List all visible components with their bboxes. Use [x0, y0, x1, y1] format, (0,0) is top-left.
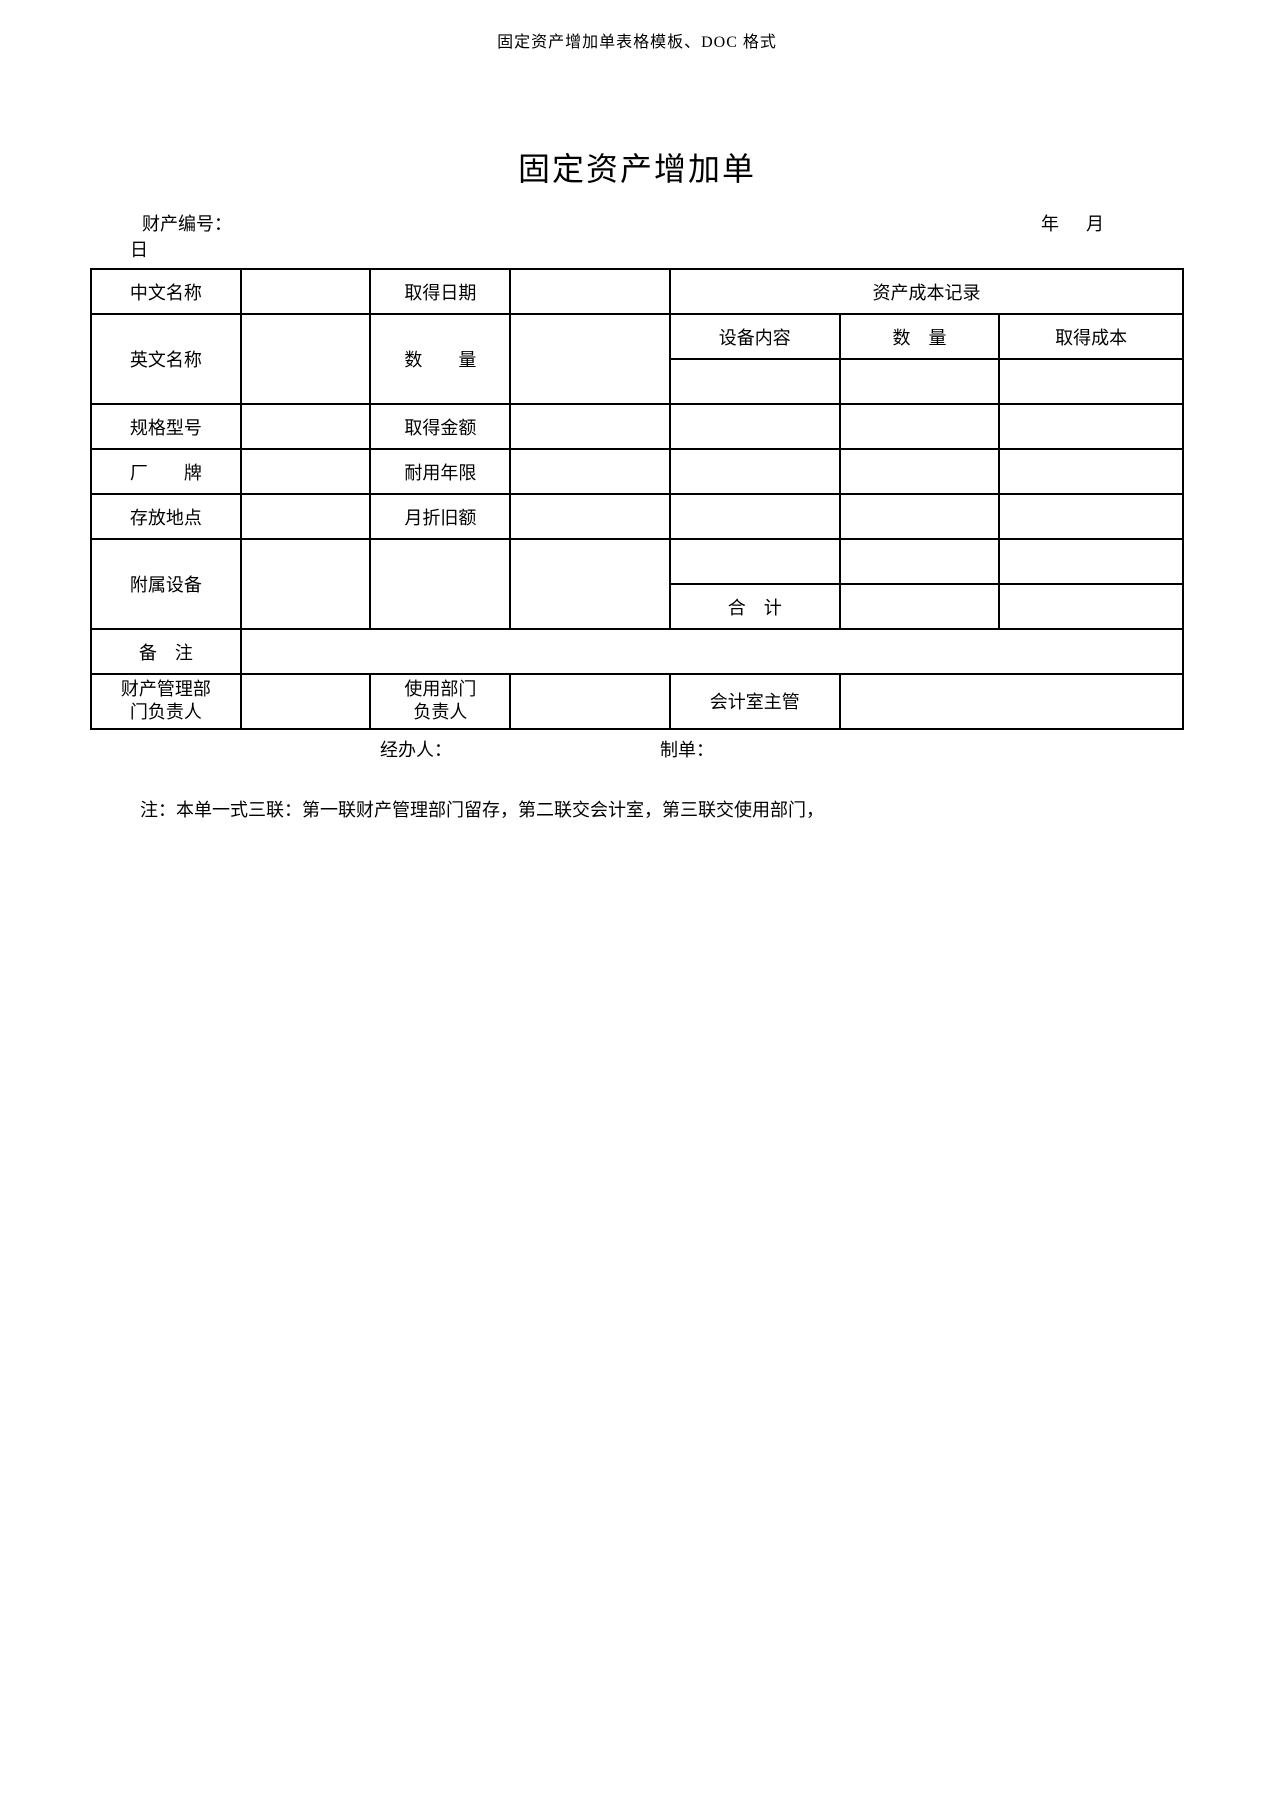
- value-chinese-name: [241, 269, 371, 314]
- value-quantity: [510, 314, 670, 404]
- label-remark: 备 注: [91, 629, 241, 674]
- user-dept-head-line1: 使用部门: [404, 679, 476, 699]
- cost-row-2-qty: [840, 404, 1000, 449]
- label-spec-model: 规格型号: [91, 404, 241, 449]
- label-property-mgmt-head: 财产管理部 门负责人: [91, 674, 241, 729]
- label-quantity-header: 数 量: [840, 314, 1000, 359]
- footer-row: 经办人： 制单：: [90, 736, 1184, 764]
- label-user-dept-head: 使用部门 负责人: [370, 674, 510, 729]
- value-brand: [241, 449, 371, 494]
- value-acquire-amount: [510, 404, 670, 449]
- user-dept-head-line2: 负责人: [413, 702, 467, 722]
- cost-row-4-content: [670, 494, 840, 539]
- value-acquire-date: [510, 269, 670, 314]
- label-accessory: 附属设备: [91, 539, 241, 629]
- cost-row-4-qty: [840, 494, 1000, 539]
- value-user-dept-head: [510, 674, 670, 729]
- label-total: 合 计: [670, 584, 840, 629]
- label-useful-life: 耐用年限: [370, 449, 510, 494]
- cost-row-5-content: [670, 539, 840, 584]
- value-english-name: [241, 314, 371, 404]
- value-useful-life: [510, 449, 670, 494]
- value-total-cost: [999, 584, 1183, 629]
- value-accessory-1: [241, 539, 371, 629]
- asset-form-table: 中文名称 取得日期 资产成本记录 设备内容 数 量 取得成本 英文名称 数 量 …: [90, 268, 1184, 730]
- cost-row-5-cost: [999, 539, 1183, 584]
- value-accounting-supervisor: [840, 674, 1183, 729]
- label-storage-location: 存放地点: [91, 494, 241, 539]
- property-mgmt-head-line1: 财产管理部: [121, 679, 211, 699]
- asset-number-label: 财产编号：: [142, 210, 232, 236]
- cost-row-2-cost: [999, 404, 1183, 449]
- label-quantity: 数 量: [370, 314, 510, 404]
- label-preparer: 制单：: [660, 736, 714, 762]
- value-accessory-2: [370, 539, 510, 629]
- label-monthly-depreciation: 月折旧额: [370, 494, 510, 539]
- label-acquire-cost: 取得成本: [999, 314, 1183, 359]
- value-remark: [241, 629, 1183, 674]
- document-title: 固定资产增加单: [0, 144, 1274, 190]
- label-brand: 厂 牌: [91, 449, 241, 494]
- cost-row-3-content: [670, 449, 840, 494]
- cost-row-1-qty: [840, 359, 1000, 404]
- label-handler: 经办人：: [380, 736, 452, 762]
- cost-row-3-qty: [840, 449, 1000, 494]
- page-header: 固定资产增加单表格模板、DOC 格式: [0, 0, 1274, 52]
- label-acquire-date: 取得日期: [370, 269, 510, 314]
- label-english-name: 英文名称: [91, 314, 241, 404]
- label-accounting-supervisor: 会计室主管: [670, 674, 840, 729]
- day-label: 日: [130, 236, 148, 262]
- cost-row-4-cost: [999, 494, 1183, 539]
- note-text: 注：本单一式三联：第一联财产管理部门留存，第二联交会计室，第三联交使用部门，: [90, 796, 1184, 822]
- label-asset-cost-record: 资产成本记录: [670, 269, 1183, 314]
- label-equipment-content: 设备内容: [670, 314, 840, 359]
- cost-row-1-cost: [999, 359, 1183, 404]
- date-year-month: 年 月: [1041, 210, 1104, 236]
- property-mgmt-head-line2: 门负责人: [130, 702, 202, 722]
- meta-row: 财产编号： 年 月 日: [0, 210, 1274, 264]
- value-accessory-3: [510, 539, 670, 629]
- value-total-qty: [840, 584, 1000, 629]
- cost-row-1-content: [670, 359, 840, 404]
- label-acquire-amount: 取得金额: [370, 404, 510, 449]
- year-label: 年: [1041, 214, 1059, 234]
- value-spec-model: [241, 404, 371, 449]
- month-label: 月: [1086, 214, 1104, 234]
- cost-row-2-content: [670, 404, 840, 449]
- cost-row-3-cost: [999, 449, 1183, 494]
- cost-row-5-qty: [840, 539, 1000, 584]
- label-chinese-name: 中文名称: [91, 269, 241, 314]
- value-property-mgmt-head: [241, 674, 371, 729]
- value-storage-location: [241, 494, 371, 539]
- value-monthly-depreciation: [510, 494, 670, 539]
